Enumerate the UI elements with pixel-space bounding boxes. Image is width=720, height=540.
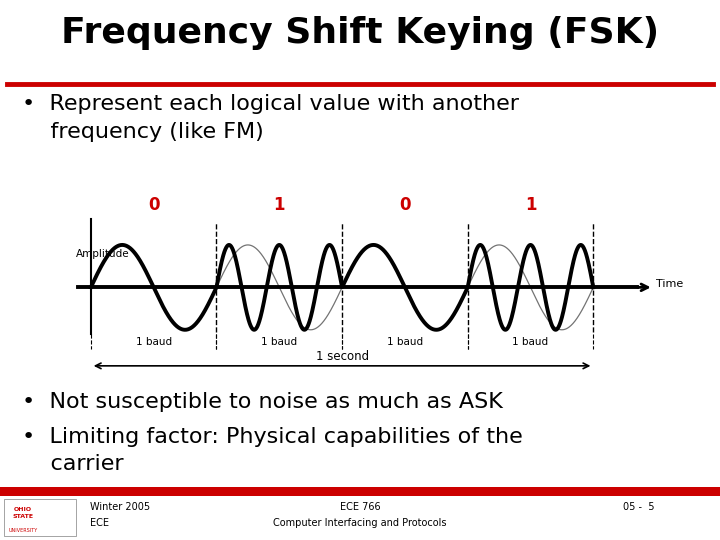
- Text: OHIO: OHIO: [14, 507, 32, 511]
- Text: 1: 1: [274, 197, 285, 214]
- Text: UNIVERSITY: UNIVERSITY: [9, 528, 37, 533]
- FancyBboxPatch shape: [0, 487, 720, 540]
- Text: 0: 0: [399, 197, 410, 214]
- Text: carrier: carrier: [22, 454, 123, 474]
- Text: •  Limiting factor: Physical capabilities of the: • Limiting factor: Physical capabilities…: [22, 427, 522, 447]
- Text: ECE: ECE: [90, 518, 109, 529]
- Text: Time: Time: [656, 279, 683, 289]
- Text: Computer Interfacing and Protocols: Computer Interfacing and Protocols: [274, 518, 446, 529]
- Text: Frequency Shift Keying (FSK): Frequency Shift Keying (FSK): [61, 16, 659, 50]
- Text: 1 second: 1 second: [315, 350, 369, 363]
- FancyBboxPatch shape: [4, 499, 76, 536]
- Text: •  Not susceptible to noise as much as ASK: • Not susceptible to noise as much as AS…: [22, 392, 503, 411]
- Text: Amplitude: Amplitude: [76, 249, 130, 259]
- Text: 0: 0: [148, 197, 159, 214]
- Text: ECE 766: ECE 766: [340, 502, 380, 512]
- FancyBboxPatch shape: [0, 496, 720, 540]
- Text: 05 -  5: 05 - 5: [623, 502, 654, 512]
- Text: Winter 2005: Winter 2005: [90, 502, 150, 512]
- Text: STATE: STATE: [12, 514, 34, 519]
- Text: 1 baud: 1 baud: [261, 336, 297, 347]
- Text: frequency (like FM): frequency (like FM): [22, 122, 264, 141]
- Text: 1 baud: 1 baud: [387, 336, 423, 347]
- Text: 1 baud: 1 baud: [513, 336, 549, 347]
- Text: 1 baud: 1 baud: [135, 336, 171, 347]
- Text: •  Represent each logical value with another: • Represent each logical value with anot…: [22, 94, 518, 114]
- Text: 1: 1: [525, 197, 536, 214]
